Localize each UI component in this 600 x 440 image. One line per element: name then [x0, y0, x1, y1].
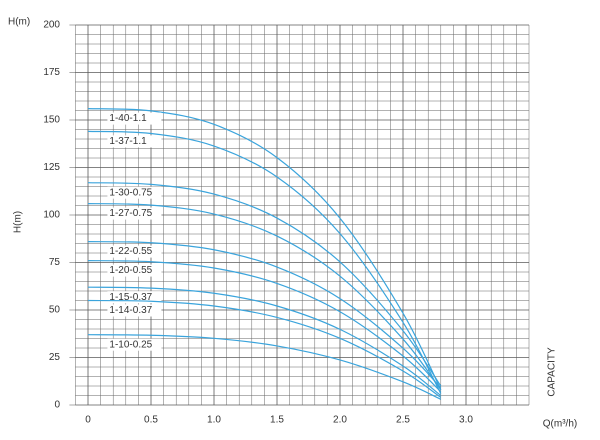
label-background: [107, 207, 162, 220]
label-background: [107, 135, 162, 148]
series-label: 1-30-0.75: [109, 187, 152, 198]
pump-curve: [87, 203, 442, 391]
series-label: 1-14-0.37: [109, 305, 152, 316]
y-tick-label: 75: [49, 257, 61, 268]
y-axis-label: H(m): [13, 211, 24, 233]
y-axis-top-label: H(m): [8, 17, 30, 28]
y-tick-label: 100: [43, 210, 60, 221]
label-background: [107, 338, 162, 351]
pump-curve: [87, 260, 442, 393]
x-axis-label: Q(m³/h): [543, 419, 577, 430]
x-tick-label: 1.5: [270, 415, 284, 426]
pump-curve: [87, 299, 442, 398]
y-tick-label: 150: [43, 115, 60, 126]
x-tick-label: 2.0: [333, 415, 347, 426]
y-tick-label: 125: [43, 162, 60, 173]
series-label: 1-15-0.37: [109, 292, 152, 303]
label-background: [107, 186, 162, 199]
pump-curve: [87, 334, 442, 400]
label-background: [107, 245, 162, 258]
y-tick-label: 25: [49, 352, 61, 363]
x-tick-label: 0: [85, 415, 91, 426]
y-tick-label: 200: [43, 20, 60, 31]
label-background: [107, 264, 162, 277]
series-label: 1-20-0.55: [109, 265, 152, 276]
x-tick-label: 2.5: [396, 415, 410, 426]
pump-curve: [87, 108, 442, 391]
series-label: 1-37-1.1: [109, 136, 147, 147]
y-tick-label: 0: [54, 400, 60, 411]
side-label: CAPACITY: [547, 347, 558, 397]
series-label: 1-40-1.1: [109, 113, 147, 124]
series-label: 1-27-0.75: [109, 208, 152, 219]
x-tick-label: 1.0: [207, 415, 221, 426]
pump-curve: [87, 286, 442, 396]
pump-curve: [87, 241, 442, 389]
y-tick-label: 175: [43, 67, 60, 78]
pump-curve: [87, 130, 442, 394]
y-tick-label: 50: [49, 305, 61, 316]
series-label: 1-22-0.55: [109, 246, 152, 257]
label-background: [107, 304, 162, 317]
label-background: [107, 112, 162, 125]
pump-curve: [87, 182, 442, 387]
x-tick-label: 3.0: [459, 415, 473, 426]
series-label: 1-10-0.25: [109, 339, 152, 350]
x-tick-label: 0.5: [144, 415, 158, 426]
